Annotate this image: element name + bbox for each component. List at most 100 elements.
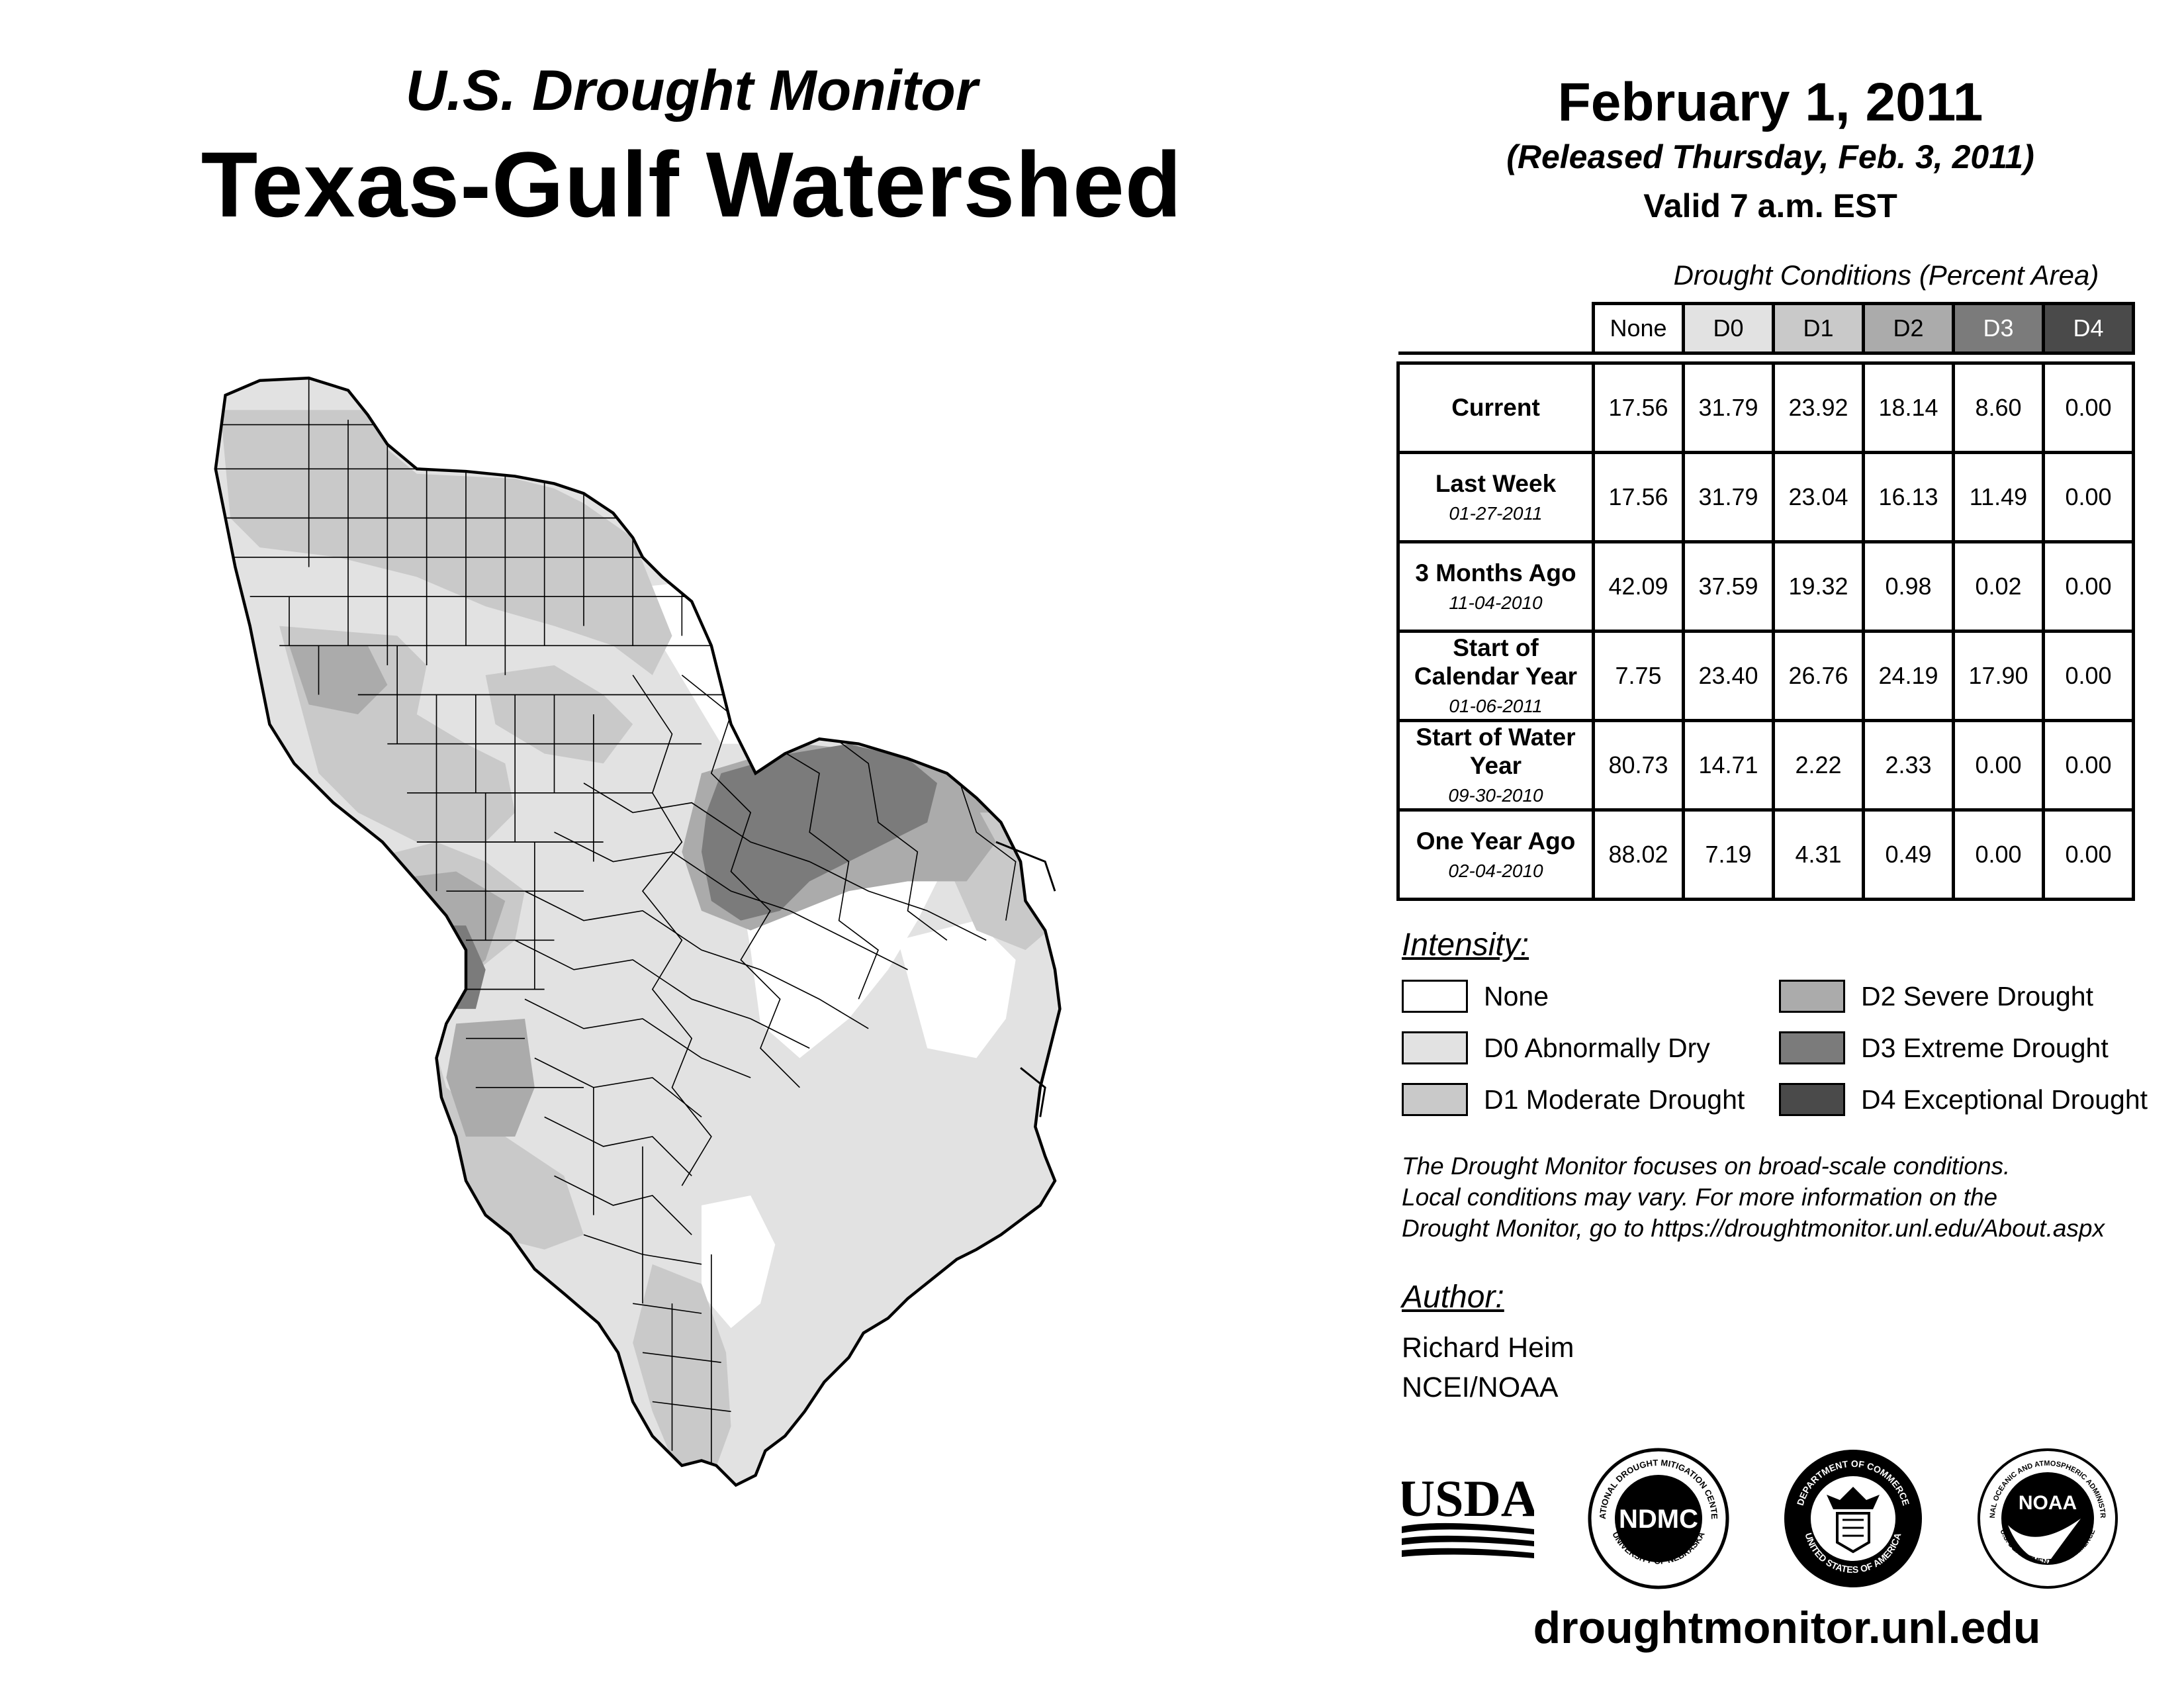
table-cell: 16.13: [1862, 451, 1955, 543]
table-cell: 0.49: [1862, 808, 1955, 901]
valid-time: Valid 7 a.m. EST: [1643, 187, 1897, 224]
legend-swatch: [1402, 1083, 1468, 1116]
col-header-d4: D4: [2042, 302, 2135, 355]
col-header-d3: D3: [1952, 302, 2045, 355]
table-cell: 31.79: [1682, 451, 1775, 543]
legend-label: D3 Extreme Drought: [1861, 1032, 2109, 1063]
legend-swatch: [1779, 1031, 1845, 1064]
col-header-d1: D1: [1772, 302, 1865, 355]
table-cell: 0.02: [1952, 540, 2045, 633]
legend-label: None: [1484, 980, 1549, 1011]
legend-swatch: [1779, 1083, 1845, 1116]
legend-item-d4: D4 Exceptional Drought: [1779, 1083, 2148, 1116]
legend-item-d2: D2 Severe Drought: [1779, 980, 2093, 1013]
legend-swatch: [1402, 980, 1468, 1013]
valid-date: February 1, 2011: [1557, 72, 1983, 132]
legend-label: D4 Exceptional Drought: [1861, 1084, 2148, 1115]
ndmc-logo: NDMC NATIONAL DROUGHT MITIGATION CENTER …: [1586, 1446, 1729, 1589]
row-date: 11-04-2010: [1449, 592, 1543, 614]
row-date: 02-04-2010: [1448, 861, 1543, 882]
map-title: Texas-Gulf Watershed: [201, 132, 1183, 236]
note-line: Local conditions may vary. For more info…: [1402, 1184, 1998, 1211]
row-label: One Year Ago 02-04-2010: [1396, 808, 1595, 901]
table-cell: 37.59: [1682, 540, 1775, 633]
row-date: 01-06-2011: [1449, 696, 1543, 717]
table-cell: 19.32: [1772, 540, 1865, 633]
table-cell: 4.31: [1772, 808, 1865, 901]
table-cell: 8.60: [1952, 361, 2045, 454]
disclaimer-note: The Drought Monitor focuses on broad-sca…: [1402, 1150, 2176, 1244]
row-date: 01-27-2011: [1449, 503, 1543, 524]
release-note: (Released Thursday, Feb. 3, 2011): [1506, 138, 2034, 175]
table-cell: 7.19: [1682, 808, 1775, 901]
col-header-d2: D2: [1862, 302, 1955, 355]
watershed-map: [93, 371, 1310, 1549]
row-date: 09-30-2010: [1448, 785, 1543, 806]
table-cell: 11.49: [1952, 451, 2045, 543]
table-cell: 31.79: [1682, 361, 1775, 454]
table-cell: 0.00: [2042, 630, 2135, 722]
table-cell: 0.00: [1952, 808, 2045, 901]
ndmc-logo-text: NDMC: [1619, 1505, 1698, 1534]
row-label: Start of Water Year 09-30-2010: [1396, 719, 1595, 812]
note-line: The Drought Monitor focuses on broad-sca…: [1402, 1152, 2011, 1180]
table-cell: 2.22: [1772, 719, 1865, 812]
map-subtitle: U.S. Drought Monitor: [405, 59, 978, 122]
table-row-start-of-water-year: Start of Water Year 09-30-2010 80.73 14.7…: [1396, 719, 2135, 812]
author-block: Richard Heim NCEI/NOAA: [1402, 1328, 1574, 1407]
table-row-start-of-calendar-year: Start of Calendar Year 01-06-2011 7.75 23…: [1396, 630, 2135, 722]
table-cell: 0.00: [2042, 808, 2135, 901]
legend-swatch: [1402, 1031, 1468, 1064]
row-label: Current: [1396, 361, 1595, 454]
table-cell: 2.33: [1862, 719, 1955, 812]
footer-url[interactable]: droughtmonitor.unl.edu: [1533, 1603, 2041, 1653]
table-cell: 17.56: [1592, 361, 1685, 454]
usda-logo: USDA: [1402, 1470, 1534, 1558]
usda-logo-text: USDA: [1402, 1470, 1534, 1527]
table-cell: 14.71: [1682, 719, 1775, 812]
table-row-one-year-ago: One Year Ago 02-04-2010 88.02 7.19 4.31 0…: [1396, 808, 2135, 901]
table-row-last-week: Last Week 01-27-2011 17.56 31.79 23.04 16…: [1396, 451, 2135, 543]
table-cell: 0.00: [1952, 719, 2045, 812]
note-line: Drought Monitor, go to https://droughtmo…: [1402, 1215, 2105, 1242]
table-cell: 18.14: [1862, 361, 1955, 454]
col-header-none: None: [1592, 302, 1685, 355]
table-cell: 0.00: [2042, 719, 2135, 812]
legend-item-d0: D0 Abnormally Dry: [1402, 1031, 1710, 1064]
col-header-d0: D0: [1682, 302, 1775, 355]
row-label: Last Week 01-27-2011: [1396, 451, 1595, 543]
author-name: Richard Heim: [1402, 1332, 1574, 1364]
legend-heading: Intensity:: [1402, 927, 1529, 962]
doc-seal-logo: DEPARTMENT OF COMMERCE UNITED STATES OF …: [1784, 1450, 1922, 1587]
legend-swatch: [1779, 980, 1845, 1013]
table-cell: 23.92: [1772, 361, 1865, 454]
legend-item-d3: D3 Extreme Drought: [1779, 1031, 2109, 1064]
table-cell: 23.40: [1682, 630, 1775, 722]
row-label: 3 Months Ago 11-04-2010: [1396, 540, 1595, 633]
table-cell: 26.76: [1772, 630, 1865, 722]
table-cell: 24.19: [1862, 630, 1955, 722]
author-org: NCEI/NOAA: [1402, 1372, 1559, 1403]
noaa-logo-text: NOAA: [2019, 1492, 2077, 1514]
row-label: Start of Calendar Year 01-06-2011: [1396, 630, 1595, 722]
legend-item-none: None: [1402, 980, 1549, 1013]
table-corner: [1398, 303, 1595, 355]
table-row-3-months-ago: 3 Months Ago 11-04-2010 42.09 37.59 19.32…: [1396, 540, 2135, 633]
legend-label: D2 Severe Drought: [1861, 980, 2093, 1011]
legend-item-d1: D1 Moderate Drought: [1402, 1083, 1745, 1116]
table-cell: 88.02: [1592, 808, 1685, 901]
legend-label: D0 Abnormally Dry: [1484, 1032, 1710, 1063]
table-cell: 17.56: [1592, 451, 1685, 543]
table-cell: 7.75: [1592, 630, 1685, 722]
table-cell: 0.00: [2042, 361, 2135, 454]
legend-label: D1 Moderate Drought: [1484, 1084, 1745, 1115]
table-cell: 80.73: [1592, 719, 1685, 812]
table-row-current: Current 17.56 31.79 23.92 18.14 8.60 0.0…: [1396, 361, 2135, 454]
table-cell: 0.98: [1862, 540, 1955, 633]
noaa-logo: NOAA NATIONAL OCEANIC AND ATMOSPHERIC AD…: [1975, 1446, 2118, 1589]
table-cell: 0.00: [2042, 451, 2135, 543]
table-header-row: None D0 D1 D2 D3 D4: [1398, 302, 2135, 355]
table-cell: 23.04: [1772, 451, 1865, 543]
author-heading: Author:: [1402, 1280, 1504, 1315]
table-cell: 0.00: [2042, 540, 2135, 633]
